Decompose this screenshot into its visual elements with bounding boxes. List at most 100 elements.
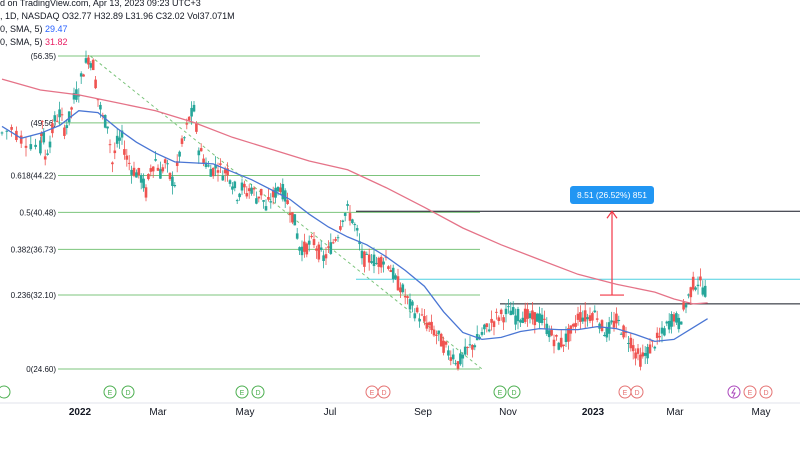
candle-body	[228, 180, 232, 184]
candle-body	[259, 188, 263, 196]
candle-body	[641, 352, 645, 357]
candle-body	[442, 340, 445, 353]
candle-body	[648, 344, 652, 354]
candle-body	[672, 314, 676, 322]
sma-fast-label: 0, SMA, 5)	[0, 24, 43, 34]
candle-body	[677, 317, 681, 330]
candle-body	[298, 247, 301, 251]
candle-body	[123, 149, 126, 155]
candle-body	[425, 322, 429, 329]
candle-body	[540, 314, 544, 324]
candle-body	[46, 153, 49, 155]
candle-body	[118, 137, 121, 141]
candle-body	[147, 173, 150, 180]
x-tick-label: Nov	[499, 407, 517, 418]
candle-body	[142, 178, 145, 189]
candle-body	[293, 214, 297, 226]
candle-body	[523, 308, 527, 322]
candle-body	[305, 243, 309, 255]
candle-body	[317, 244, 321, 260]
candle-body	[276, 186, 280, 192]
candle-body	[53, 115, 57, 122]
event-marker-letter: D	[381, 390, 386, 397]
candle-body	[610, 320, 613, 323]
candle-body	[377, 257, 381, 267]
candle-body	[694, 287, 697, 290]
candle-body	[658, 336, 661, 338]
candle-body	[60, 114, 64, 116]
dividend-marker	[507, 385, 521, 399]
candle-body	[310, 235, 313, 238]
candle-body	[82, 74, 85, 77]
candle-body	[495, 311, 498, 313]
candle-body	[307, 240, 311, 245]
fib-label: 0.618(44.22)	[11, 172, 57, 181]
candle-body	[581, 317, 585, 322]
candle-body	[432, 329, 436, 336]
candle-body	[216, 170, 220, 173]
candle-body	[449, 357, 453, 361]
candle-body	[348, 213, 352, 221]
candle-body	[471, 344, 474, 350]
candle-body	[526, 309, 529, 319]
candle-body	[223, 169, 227, 174]
candle-body	[574, 322, 577, 327]
dividend-marker	[759, 385, 773, 399]
candle-body	[336, 237, 340, 239]
candle-body	[204, 162, 208, 167]
candle-body	[492, 321, 496, 328]
candle-body	[10, 127, 13, 130]
candle-body	[691, 276, 695, 290]
candle-body	[115, 135, 119, 144]
candle-body	[531, 310, 534, 320]
candle-body	[190, 107, 193, 117]
candle-body	[394, 275, 397, 279]
candle-body	[221, 175, 225, 181]
x-tick-label: Jul	[324, 407, 337, 418]
candle-body	[391, 267, 395, 280]
sma-fast-legend[interactable]: 0, SMA, 5) 29.47	[0, 24, 68, 34]
candle-body	[420, 314, 424, 316]
candle-body	[235, 200, 239, 202]
candle-body	[670, 313, 673, 327]
candle-body	[363, 251, 366, 267]
candle-body	[226, 168, 229, 176]
candle-body	[327, 246, 330, 248]
candle-body	[334, 239, 337, 241]
event-marker-letter: E	[108, 390, 113, 397]
candle-body	[341, 220, 345, 222]
measure-label: 8.51 (26.52%) 851	[577, 190, 647, 200]
sma-slow-legend[interactable]: 0, SMA, 5) 31.82	[0, 37, 68, 47]
event-marker-edge	[0, 385, 11, 399]
candle-body	[43, 156, 47, 160]
candle-body	[401, 284, 405, 293]
event-marker-letter: D	[125, 390, 130, 397]
lightning-icon	[731, 387, 736, 398]
candle-body	[351, 219, 354, 224]
candle-body	[636, 348, 640, 354]
candle-body	[684, 304, 688, 308]
candle-body	[447, 350, 450, 356]
candle-body	[480, 332, 484, 335]
candle-body	[113, 150, 117, 154]
candle-body	[559, 337, 563, 347]
fib-label: 0.5(40.48)	[20, 208, 57, 217]
fib-label: (49.56)	[31, 119, 57, 128]
candle-body	[591, 313, 594, 321]
candle-body	[288, 213, 292, 215]
candle-body	[703, 285, 707, 297]
candle-body	[135, 172, 138, 178]
candle-body	[600, 320, 604, 331]
x-tick-label: Mar	[149, 407, 167, 418]
candle-body	[451, 354, 455, 360]
candle-body	[156, 167, 160, 171]
x-tick-label: May	[236, 407, 255, 418]
candle-body	[41, 120, 44, 122]
header-source-text: d on TradingView.com, Apr 13, 2023 09:23…	[0, 0, 201, 8]
candle-body	[154, 159, 157, 161]
candle-body	[387, 266, 390, 269]
candle-body	[521, 317, 525, 323]
candle-body	[151, 166, 155, 172]
